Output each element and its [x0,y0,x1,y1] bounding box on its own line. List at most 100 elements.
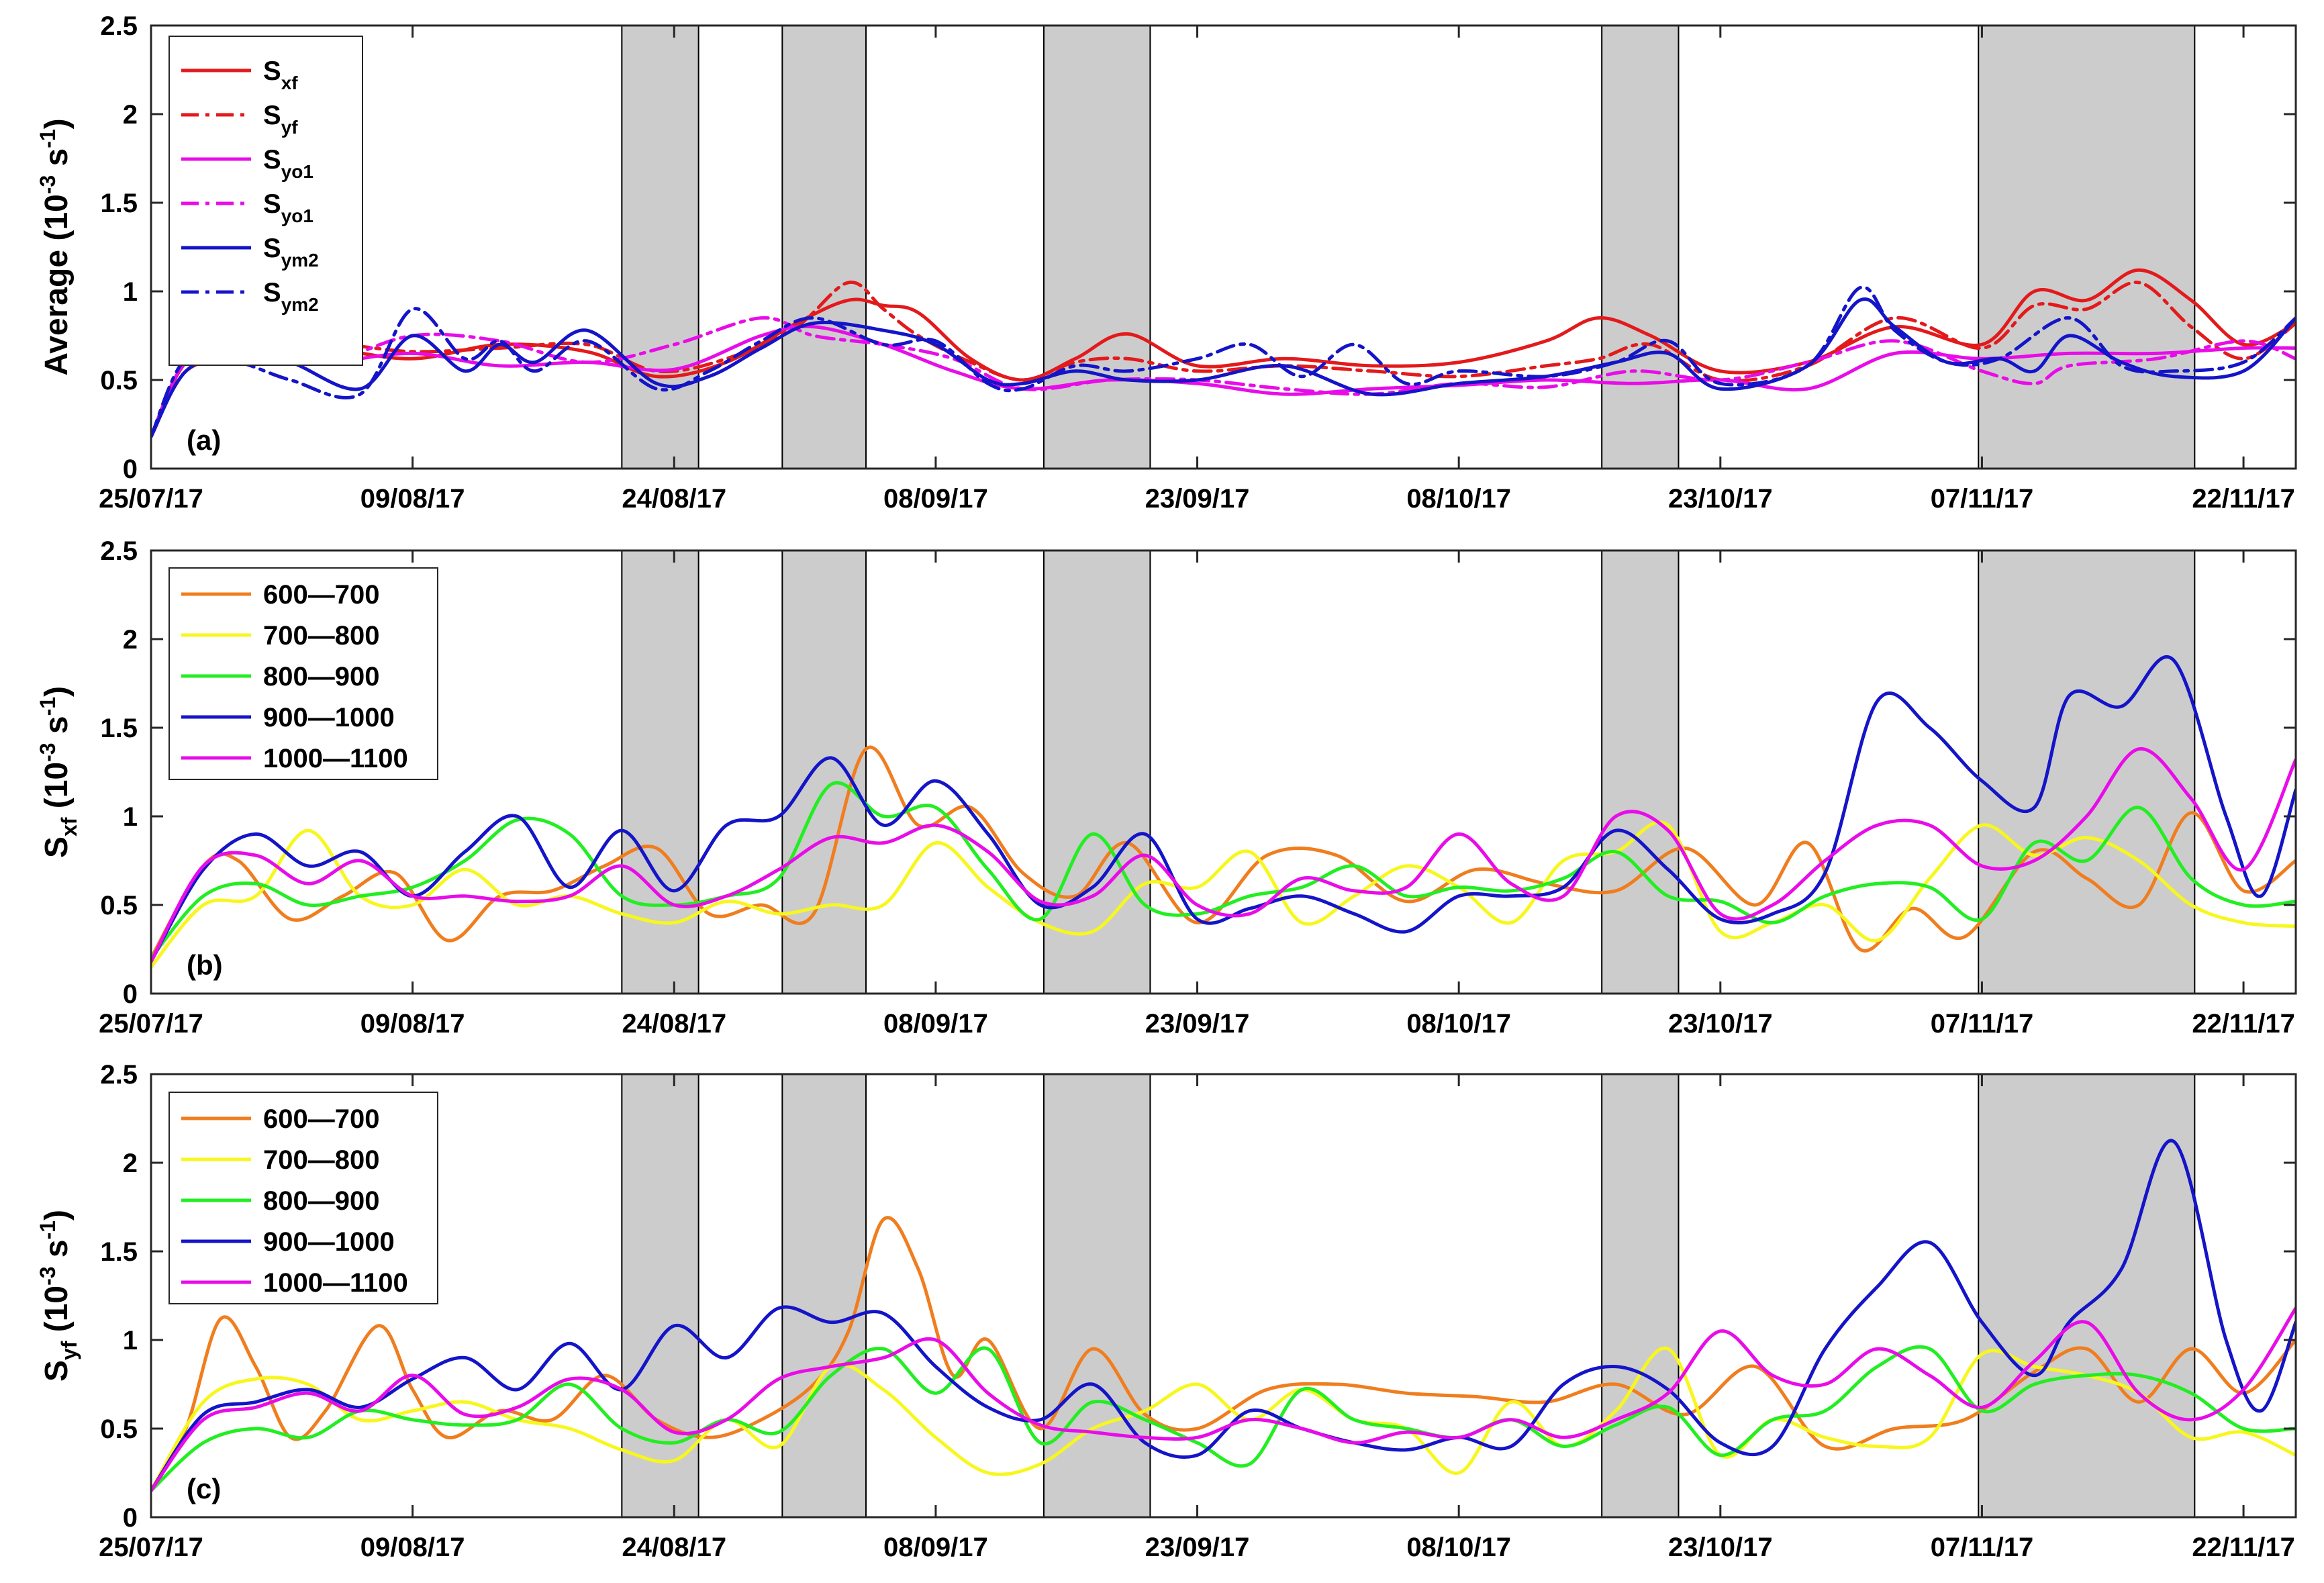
legend: Sxf Syf Syo1 Syo1 Sym2 Sym2 [168,36,363,366]
series-line-5 [151,1306,2296,1492]
series-line-5 [151,297,2296,438]
series-line-4 [151,655,2296,963]
shaded-period-5 [1978,25,2196,469]
legend-label-6: Sym2 [263,278,319,315]
legend-label-3: 800—900 [263,1186,379,1216]
y-tick-label: 0.5 [100,891,138,920]
legend-box [168,1092,438,1304]
y-tick-label: 2 [123,1149,138,1178]
x-tick-label: 07/11/17 [1931,1009,2034,1039]
y-tick-label: 0 [123,979,138,1009]
shaded-period-1 [621,25,699,469]
y-tick-label: 0.5 [100,366,138,395]
x-tick-label: 08/09/17 [883,1009,988,1039]
x-tick-label: 07/11/17 [1931,484,2034,514]
panel-label: (c) [187,1473,221,1504]
legend-label-4: 900—1000 [263,1227,395,1257]
x-tick-label: 08/09/17 [883,1533,988,1562]
y-tick-label: 1.5 [100,1237,138,1267]
y-tick-label: 1 [123,1326,138,1355]
legend: 600—700 700—800 800—900 900—1000 1000—1100 [168,1092,438,1304]
axes-frame [150,549,2297,995]
series-line-6 [151,285,2296,438]
legend-label-3: Syo1 [263,145,313,182]
axes-frame [150,24,2297,470]
chart-panel-1: 0 0.5 1 1.5 2 2.5 25/07/17 09/08/17 24/08/17 08/0… [36,11,2297,514]
x-tick-label: 09/08/17 [360,1009,465,1039]
x-tick-label: 24/08/17 [622,1533,726,1562]
series-line-1 [151,745,2296,960]
shaded-period-4 [1601,1073,1680,1518]
legend-label-4: Syo1 [263,189,313,226]
x-tick-label: 24/08/17 [622,1009,726,1039]
series-group [151,268,2296,438]
shaded-period-2 [781,1073,867,1518]
shaded-period-3 [1043,25,1151,469]
figure-panels: 0 0.5 1 1.5 2 2.5 25/07/17 09/08/17 24/08/17 08/0… [36,11,2297,1562]
y-axis-label: Sxf (10-3 s-1) [36,686,81,858]
y-axis-label: Syf (10-3 s-1) [36,1210,81,1382]
legend-label-1: Sxf [263,56,298,93]
series-line-2 [151,820,2296,969]
x-tick-label: 23/09/17 [1145,484,1250,514]
x-tick-label: 22/11/17 [2192,1533,2295,1562]
x-tick-label: 22/11/17 [2192,484,2295,514]
y-tick-label: 2 [123,100,138,130]
shaded-period-4 [1601,550,1680,994]
legend-label-2: 700—800 [263,1145,379,1175]
panel-label: (b) [187,949,223,981]
y-axis-label: Average (10-3 s-1) [36,118,75,375]
y-tick-label: 2.5 [100,11,138,41]
y-tick-label: 2 [123,625,138,655]
legend-label-5: 1000—1100 [263,744,408,773]
shaded-period-5 [1978,550,2196,994]
series-group [151,1139,2296,1492]
legend: 600—700 700—800 800—900 900—1000 1000—1100 [168,567,438,780]
x-tick-label: 09/08/17 [360,1533,465,1562]
legend-label-2: Syf [263,101,298,138]
x-tick-label: 07/11/17 [1931,1533,2034,1562]
legend-label-4: 900—1000 [263,703,395,732]
y-tick-label: 0 [123,1503,138,1533]
legend-label-5: 1000—1100 [263,1268,408,1298]
x-tick-label: 24/08/17 [622,484,726,514]
shaded-period-2 [781,25,867,469]
x-tick-label: 23/09/17 [1145,1009,1250,1039]
shaded-period-4 [1601,25,1680,469]
plot-area [151,26,2296,469]
legend-box [168,567,438,780]
x-tick-label: 23/10/17 [1668,1533,1773,1562]
y-tick-label: 2.5 [100,1060,138,1090]
y-tick-label: 1 [123,277,138,307]
x-tick-label: 25/07/17 [99,484,203,514]
series-line-3 [151,781,2296,960]
shaded-period-5 [1978,1073,2196,1518]
legend-label-3: 800—900 [263,662,379,691]
plot-area [151,1074,2296,1517]
series-line-5 [151,747,2296,963]
chart-panel-2: 0 0.5 1 1.5 2 2.5 25/07/17 09/08/17 24/08/17 08/0… [36,536,2297,1039]
y-tick-label: 2.5 [100,536,138,566]
shaded-period-2 [781,550,867,994]
x-tick-label: 25/07/17 [99,1533,203,1562]
x-tick-label: 25/07/17 [99,1009,203,1039]
x-tick-label: 23/10/17 [1668,1009,1773,1039]
x-tick-label: 22/11/17 [2192,1009,2295,1039]
shaded-period-3 [1043,1073,1151,1518]
legend-box [168,36,363,366]
shaded-period-3 [1043,550,1151,994]
chart-panel-3: 0 0.5 1 1.5 2 2.5 25/07/17 09/08/17 24/08/17 08/0… [36,1060,2297,1562]
axes-frame [150,1073,2297,1519]
x-tick-label: 23/09/17 [1145,1533,1250,1562]
y-tick-label: 1.5 [100,189,138,218]
legend-label-1: 600—700 [263,1104,379,1134]
x-tick-label: 09/08/17 [360,484,465,514]
x-tick-label: 08/10/17 [1406,1009,1511,1039]
legend-label-1: 600—700 [263,580,379,610]
legend-label-5: Sym2 [263,234,319,271]
x-tick-label: 23/10/17 [1668,484,1773,514]
x-tick-label: 08/09/17 [883,484,988,514]
y-tick-label: 0.5 [100,1414,138,1444]
x-tick-label: 08/10/17 [1406,1533,1511,1562]
